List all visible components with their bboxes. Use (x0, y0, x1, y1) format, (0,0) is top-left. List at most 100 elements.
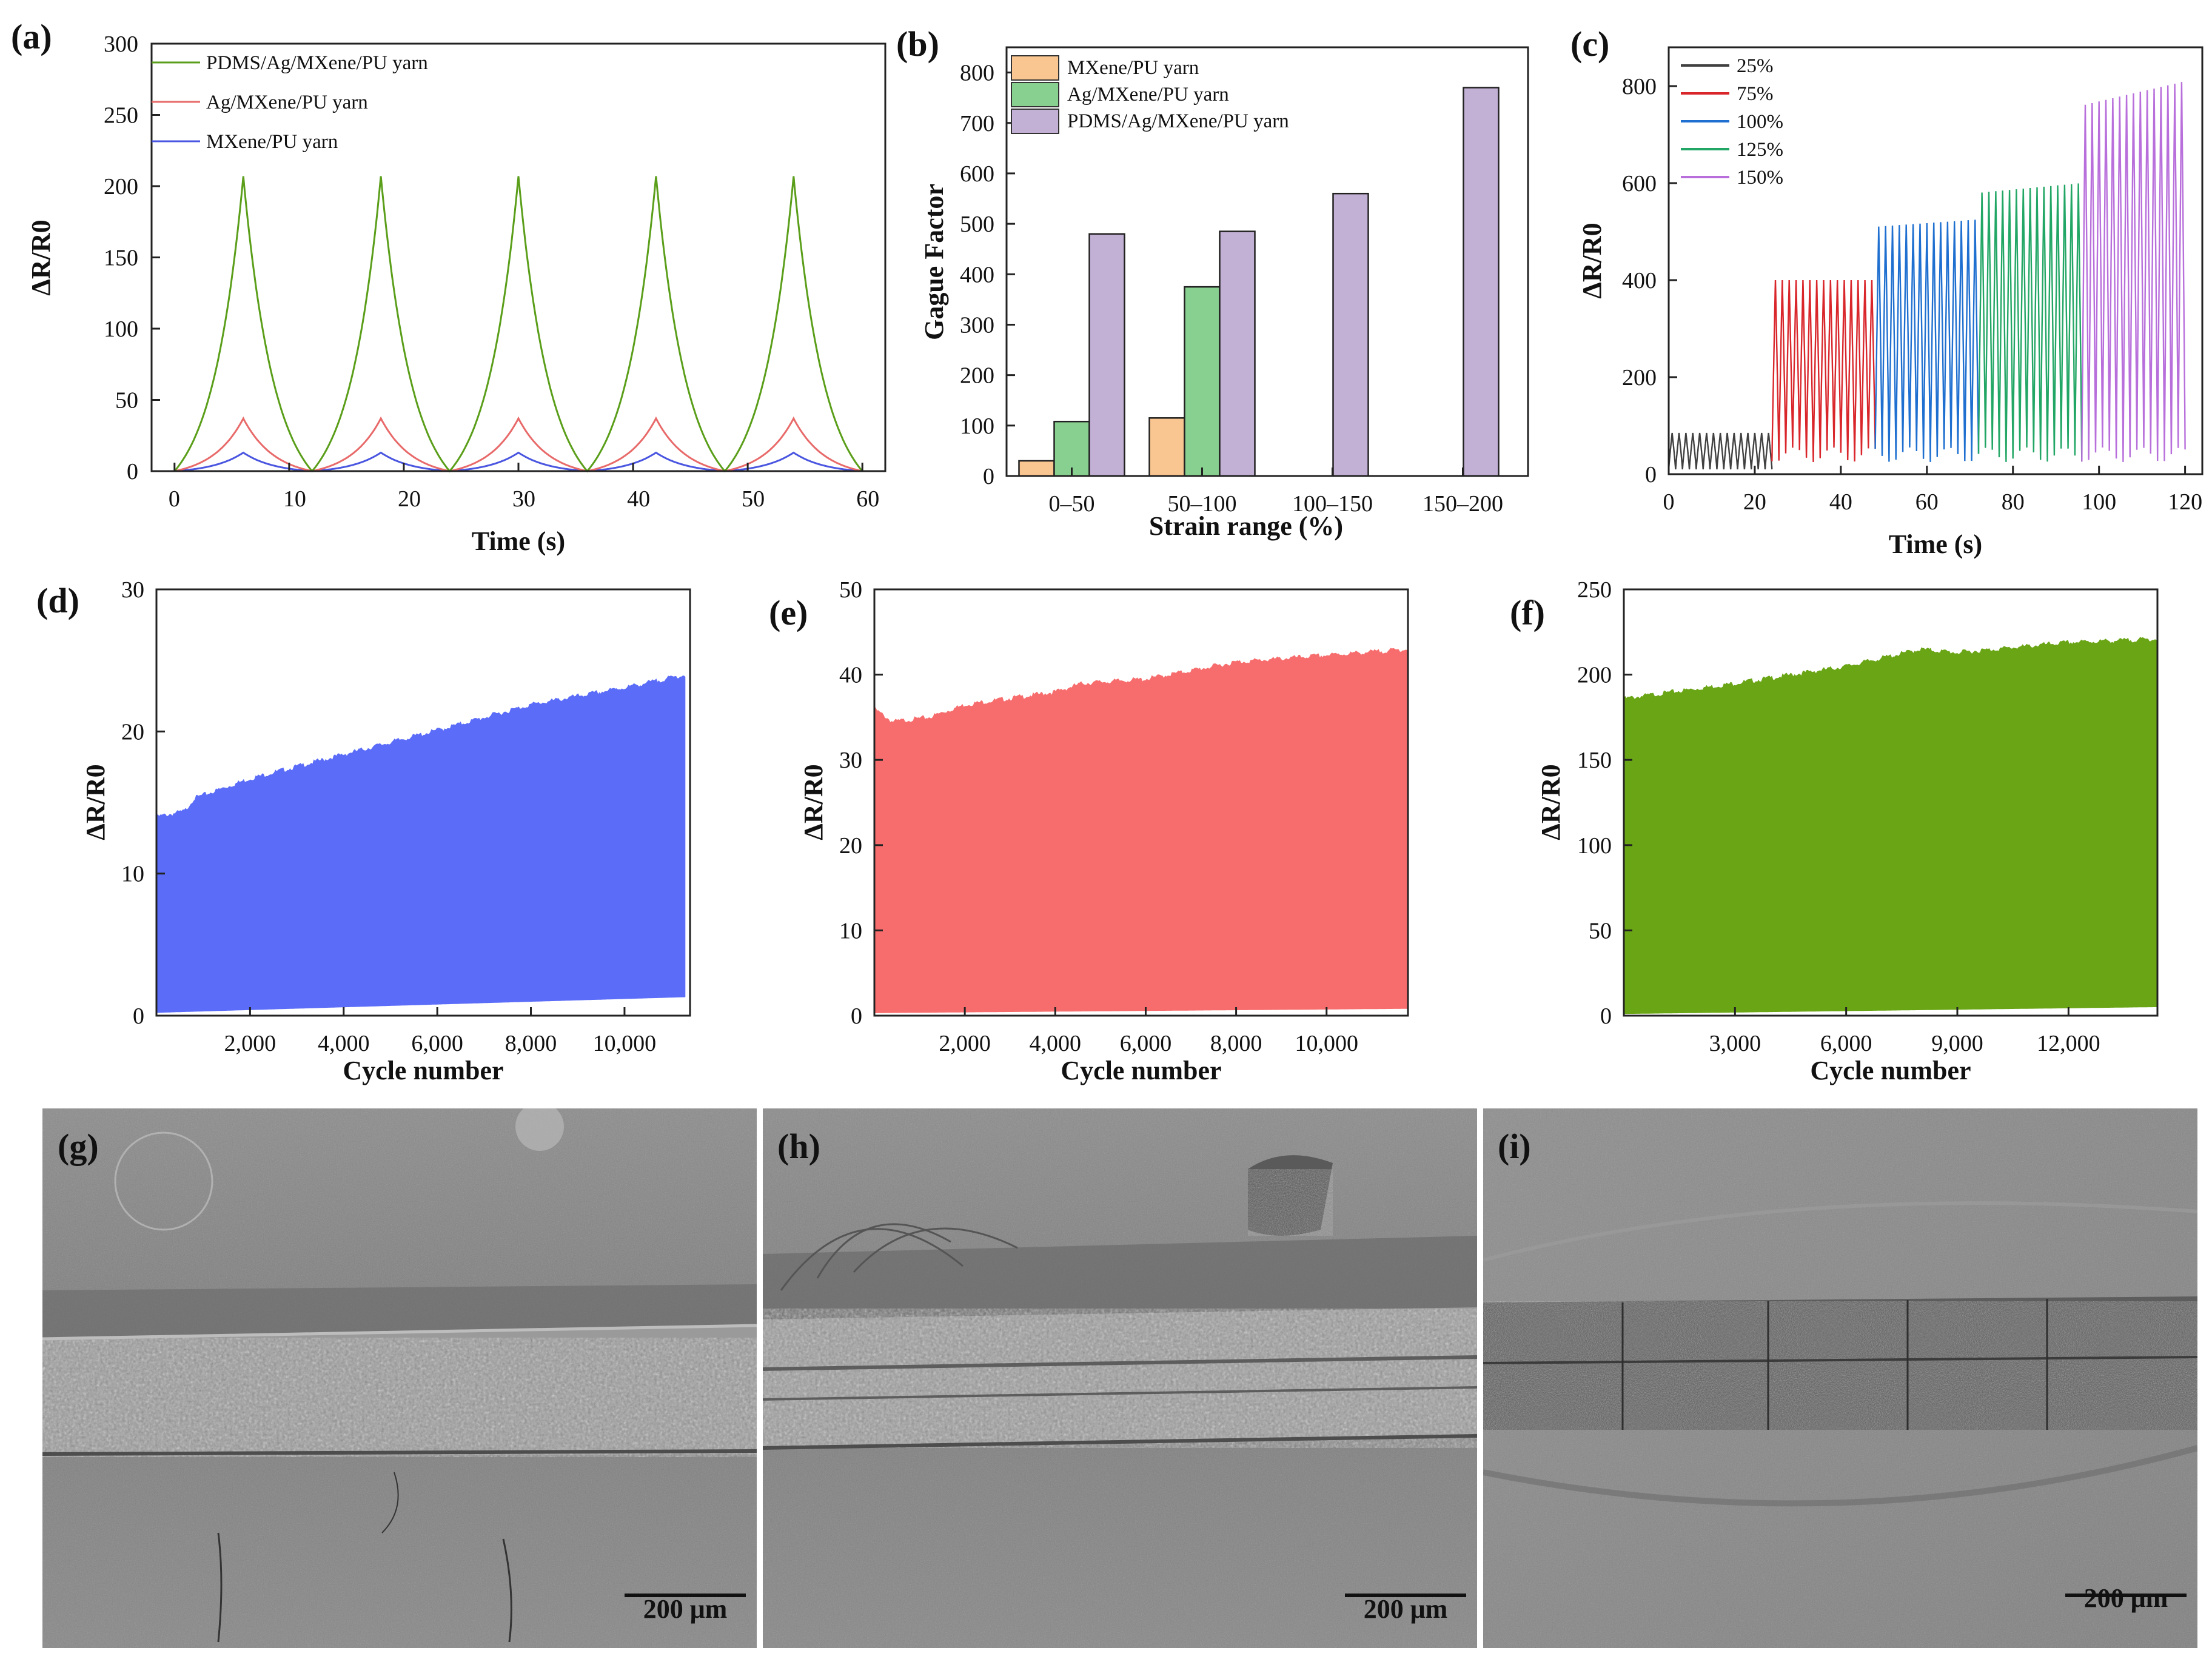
a-legend-label: MXene/PU yarn (206, 131, 338, 153)
plot-b-y-tick-labels: 0 100 200 300 400 500 600 700 800 (960, 61, 994, 489)
a-x-axis-label: Time (s) (472, 526, 565, 556)
plot-e-ticks (874, 588, 1328, 1017)
b-bar (1463, 87, 1500, 477)
a-ytick-label: 0 (127, 459, 138, 484)
d-ytick-label: 20 (121, 719, 144, 745)
plot-d: 2,000 4,000 6,000 8,000 10,000 0 10 20 3… (81, 577, 691, 1085)
plot-e-frame (873, 588, 1409, 1017)
plot-a-x-tick-labels: 0 10 20 30 40 50 60 (169, 486, 879, 512)
e-y-axis-label: ΔR/R0 (799, 764, 828, 840)
f-ytick-label: 200 (1577, 663, 1612, 688)
c-xtick-label: 40 (1829, 489, 1852, 515)
plot-e-x-tick-labels: 2,000 4,000 6,000 8,000 10,000 (939, 1031, 1358, 1056)
b-ytick-label: 300 (960, 312, 994, 338)
b-bar (1184, 286, 1221, 477)
b-ytick-label: 800 (960, 61, 994, 86)
plot-d-frame (155, 588, 691, 1017)
c-y-axis-label: ΔR/R0 (1577, 223, 1607, 298)
plot-c-frame (1667, 46, 2204, 475)
e-ytick-label: 50 (839, 577, 862, 603)
e-ytick-label: 10 (839, 918, 862, 943)
f-xtick-label: 3,000 (1709, 1031, 1761, 1056)
plot-e-y-tick-labels: 0 10 20 30 40 50 (839, 577, 862, 1029)
a-xtick-label: 0 (169, 486, 180, 512)
d-ytick-label: 0 (133, 1004, 144, 1029)
plot-f-frame (1623, 588, 2159, 1017)
c-legend: 25% 75% 100% 125% 150% (1681, 55, 1783, 189)
e-response-area (874, 648, 1408, 1013)
c-ytick-label: 800 (1622, 74, 1657, 99)
e-x-axis-label: Cycle number (1061, 1056, 1221, 1085)
e-ytick-label: 30 (839, 748, 862, 773)
b-ytick-label: 400 (960, 262, 994, 287)
b-legend-label: MXene/PU yarn (1067, 57, 1199, 79)
plot-f-ticks (1624, 588, 2070, 1017)
f-xtick-label: 9,000 (1931, 1031, 1983, 1056)
c-xtick-label: 120 (2168, 489, 2202, 515)
a-ytick-label: 250 (104, 103, 138, 129)
e-xtick-label: 4,000 (1030, 1031, 1082, 1056)
e-ytick-label: 20 (839, 833, 862, 859)
panel-label-d: (d) (36, 581, 79, 620)
f-ytick-label: 50 (1589, 918, 1612, 943)
sem-image-i: (i) 200 μm (1483, 1108, 2197, 1648)
a-ytick-label: 150 (104, 246, 138, 271)
plot-b-frame (1005, 46, 1529, 477)
b-legend-swatch-purple (1011, 109, 1059, 134)
f-response-area (1624, 637, 2157, 1014)
plot-a-y-tick-labels: 0 50 100 150 200 250 300 (104, 32, 138, 484)
plot-d-ticks (156, 588, 626, 1017)
c-xtick-label: 0 (1663, 489, 1675, 515)
c-ytick-label: 400 (1622, 268, 1657, 293)
a-ytick-label: 300 (104, 32, 138, 57)
plot-a-series-lines (173, 176, 863, 473)
c-ytick-label: 0 (1645, 462, 1657, 488)
b-ytick-label: 200 (960, 363, 994, 389)
c-xtick-label: 80 (2002, 489, 2025, 515)
d-response-area (156, 675, 686, 1013)
plot-f-x-tick-labels: 3,000 6,000 9,000 12,000 (1709, 1031, 2100, 1056)
b-bar (1088, 233, 1125, 477)
b-x-axis-label: Strain range (%) (1149, 511, 1343, 541)
c-series-line (1874, 220, 1980, 462)
c-series-line (1977, 183, 2083, 462)
d-y-axis-label: ΔR/R0 (81, 764, 110, 840)
sem-label-g: (g) (58, 1127, 99, 1166)
plot-d-x-tick-labels: 2,000 4,000 6,000 8,000 10,000 (224, 1031, 657, 1056)
b-ytick-label: 0 (983, 464, 994, 489)
plot-a-ticks (152, 42, 863, 472)
b-bar (1018, 460, 1055, 477)
c-legend-label: 125% (1737, 139, 1783, 161)
f-x-axis-label: Cycle number (1810, 1056, 1971, 1085)
b-legend-label: PDMS/Ag/MXene/PU yarn (1067, 110, 1289, 132)
plot-b: 0–50 50–100 100–150 150–200 0 100 200 30… (919, 46, 1529, 541)
sem-scale-g: 200 μm (643, 1594, 728, 1624)
b-legend-label: Ag/MXene/PU yarn (1067, 84, 1229, 106)
plot-a: 0 10 20 30 40 50 60 0 50 100 150 200 250… (26, 32, 886, 556)
c-x-axis-label: Time (s) (1889, 529, 1982, 559)
d-x-axis-label: Cycle number (343, 1056, 503, 1085)
f-ytick-label: 250 (1577, 577, 1612, 603)
plot-c-ticks (1667, 85, 2187, 475)
plot-e: 2,000 4,000 6,000 8,000 10,000 0 10 20 3… (799, 577, 1409, 1085)
c-xtick-label: 60 (1915, 489, 1939, 515)
f-ytick-label: 150 (1577, 748, 1612, 773)
c-legend-label: 150% (1737, 167, 1783, 189)
a-xtick-label: 30 (512, 486, 535, 512)
b-y-axis-label: Gague Factor (919, 184, 949, 340)
f-xtick-label: 12,000 (2037, 1031, 2100, 1056)
f-ytick-label: 100 (1577, 833, 1612, 859)
plot-b-bars (1018, 87, 1500, 477)
d-ytick-label: 30 (121, 577, 144, 603)
a-xtick-label: 40 (627, 486, 650, 512)
e-xtick-label: 8,000 (1210, 1031, 1262, 1056)
a-legend-label: PDMS/Ag/MXene/PU yarn (206, 52, 428, 74)
c-ytick-label: 200 (1622, 365, 1657, 390)
c-legend-label: 100% (1737, 111, 1783, 133)
b-ytick-label: 500 (960, 212, 994, 237)
b-category-label: 0–50 (1049, 491, 1095, 517)
c-legend-label: 75% (1737, 83, 1774, 105)
e-ytick-label: 0 (851, 1004, 862, 1029)
plot-f-y-tick-labels: 0 50 100 150 200 250 (1577, 577, 1612, 1029)
